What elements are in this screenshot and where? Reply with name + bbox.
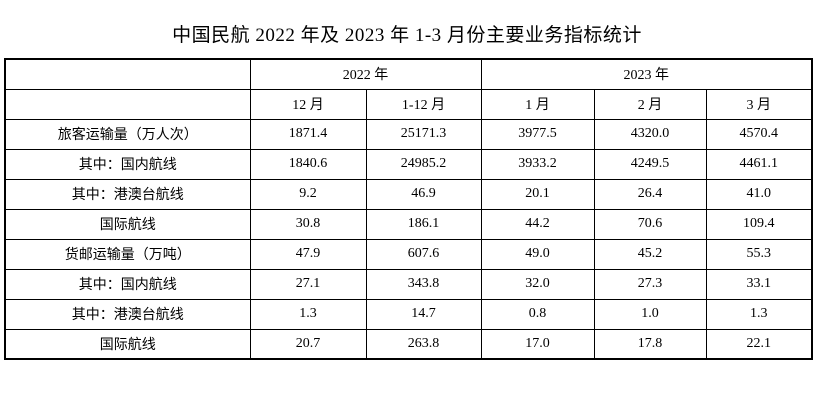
cell-value: 1871.4	[249, 118, 367, 150]
cell-value: 263.8	[365, 328, 482, 360]
cell-value: 1840.6	[249, 148, 367, 180]
table-row: 货邮运输量（万吨） 47.9 607.6 49.0 45.2 55.3	[4, 238, 813, 270]
cell-value: 20.7	[249, 328, 367, 360]
cell-value: 49.0	[480, 238, 595, 270]
row-label: 其中：港澳台航线	[4, 298, 251, 330]
month-header: 3 月	[705, 88, 813, 120]
cell-value: 32.0	[480, 268, 595, 300]
cell-value: 27.1	[249, 268, 367, 300]
cell-value: 109.4	[705, 208, 813, 240]
cell-value: 1.3	[705, 298, 813, 330]
cell-value: 20.1	[480, 178, 595, 210]
year-header-2022: 2022 年	[249, 58, 482, 90]
cell-value: 33.1	[705, 268, 813, 300]
row-label: 其中：港澳台航线	[4, 178, 251, 210]
cell-value: 0.8	[480, 298, 595, 330]
cell-value: 3933.2	[480, 148, 595, 180]
cell-value: 4320.0	[593, 118, 707, 150]
corner-cell-bottom	[4, 88, 251, 120]
cell-value: 70.6	[593, 208, 707, 240]
table-row: 旅客运输量（万人次） 1871.4 25171.3 3977.5 4320.0 …	[4, 118, 813, 150]
cell-value: 343.8	[365, 268, 482, 300]
cell-value: 47.9	[249, 238, 367, 270]
cell-value: 24985.2	[365, 148, 482, 180]
cell-value: 46.9	[365, 178, 482, 210]
cell-value: 41.0	[705, 178, 813, 210]
cell-value: 4570.4	[705, 118, 813, 150]
month-header: 12 月	[249, 88, 367, 120]
cell-value: 3977.5	[480, 118, 595, 150]
row-label: 旅客运输量（万人次）	[4, 118, 251, 150]
table-row: 其中：港澳台航线 9.2 46.9 20.1 26.4 41.0	[4, 178, 813, 210]
cell-value: 44.2	[480, 208, 595, 240]
cell-value: 1.3	[249, 298, 367, 330]
cell-value: 186.1	[365, 208, 482, 240]
row-label: 货邮运输量（万吨）	[4, 238, 251, 270]
year-header-2023: 2023 年	[480, 58, 813, 90]
month-header: 2 月	[593, 88, 707, 120]
row-label: 国际航线	[4, 328, 251, 360]
table-row: 国际航线 20.7 263.8 17.0 17.8 22.1	[4, 328, 813, 360]
stats-table: 2022 年 2023 年 12 月 1-12 月 1 月 2 月 3 月 旅客…	[4, 58, 814, 360]
corner-cell-top	[4, 58, 251, 90]
cell-value: 9.2	[249, 178, 367, 210]
header-row-years: 2022 年 2023 年	[4, 58, 813, 90]
cell-value: 607.6	[365, 238, 482, 270]
table-row: 其中：国内航线 27.1 343.8 32.0 27.3 33.1	[4, 268, 813, 300]
month-header: 1 月	[480, 88, 595, 120]
cell-value: 26.4	[593, 178, 707, 210]
header-row-months: 12 月 1-12 月 1 月 2 月 3 月	[4, 88, 813, 120]
cell-value: 45.2	[593, 238, 707, 270]
cell-value: 1.0	[593, 298, 707, 330]
cell-value: 25171.3	[365, 118, 482, 150]
cell-value: 55.3	[705, 238, 813, 270]
table-row: 其中：港澳台航线 1.3 14.7 0.8 1.0 1.3	[4, 298, 813, 330]
cell-value: 4249.5	[593, 148, 707, 180]
month-header: 1-12 月	[365, 88, 482, 120]
row-label: 其中：国内航线	[4, 268, 251, 300]
table-row: 国际航线 30.8 186.1 44.2 70.6 109.4	[4, 208, 813, 240]
cell-value: 14.7	[365, 298, 482, 330]
row-label: 国际航线	[4, 208, 251, 240]
row-label: 其中：国内航线	[4, 148, 251, 180]
page-title: 中国民航 2022 年及 2023 年 1-3 月份主要业务指标统计	[172, 25, 642, 46]
cell-value: 4461.1	[705, 148, 813, 180]
table-row: 其中：国内航线 1840.6 24985.2 3933.2 4249.5 446…	[4, 148, 813, 180]
cell-value: 17.8	[593, 328, 707, 360]
cell-value: 30.8	[249, 208, 367, 240]
cell-value: 17.0	[480, 328, 595, 360]
cell-value: 27.3	[593, 268, 707, 300]
cell-value: 22.1	[705, 328, 813, 360]
